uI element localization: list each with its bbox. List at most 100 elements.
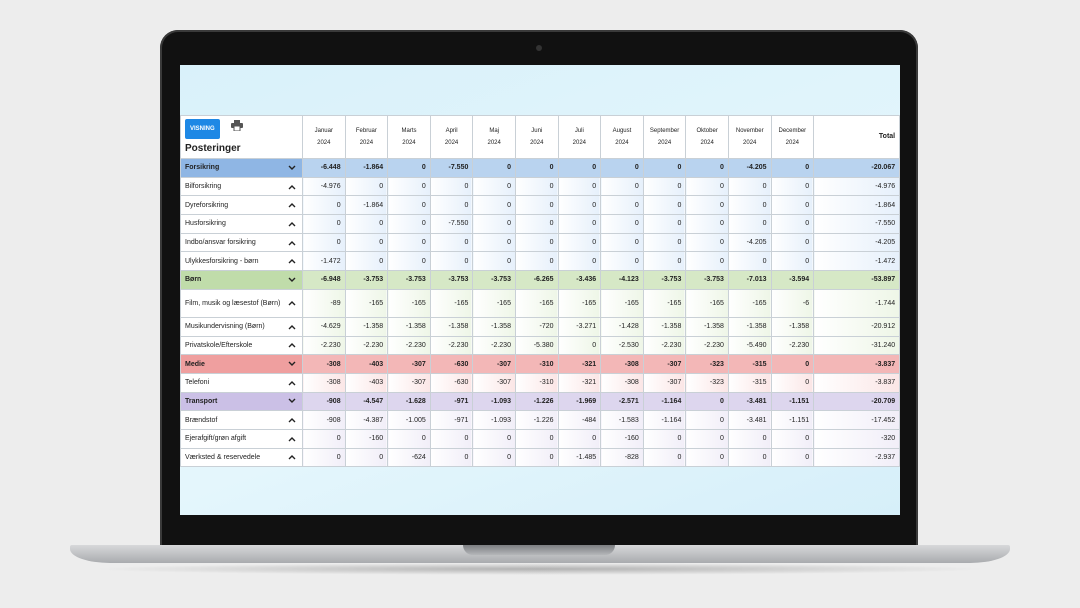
value-cell: 0 — [514, 251, 559, 272]
collapse-chevron[interactable] — [288, 300, 296, 306]
row-label-text: Musikundervisning (Børn) — [185, 323, 265, 331]
value-cell: 0 — [770, 447, 815, 468]
row-label-text: Ulykkesforsikring - børn — [185, 257, 259, 265]
value-cell: 0 — [429, 251, 474, 272]
value-cell: 0 — [770, 232, 815, 253]
value-cell: -165 — [685, 288, 729, 318]
chevron-stroke — [288, 221, 296, 227]
value-cell: -4.123 — [600, 270, 644, 290]
total-cell: -3.837 — [813, 354, 900, 374]
value-cell: 0 — [770, 428, 815, 449]
month-name: August — [612, 128, 632, 134]
value-cell: -7.550 — [429, 158, 474, 178]
base-notch — [463, 545, 615, 555]
value-cell: 0 — [472, 251, 516, 272]
value-cell: -4.976 — [302, 176, 346, 197]
value-cell: 0 — [557, 214, 602, 234]
expand-chevron[interactable] — [288, 165, 296, 171]
collapse-chevron[interactable] — [288, 324, 296, 330]
print-icon[interactable] — [231, 120, 243, 131]
value-cell: -307 — [472, 354, 516, 374]
camera — [536, 45, 542, 51]
value-cell: 0 — [514, 158, 559, 178]
value-cell: -1.226 — [514, 410, 559, 430]
value-cell: 0 — [685, 214, 729, 234]
value-cell: -2.230 — [685, 335, 729, 356]
value-cell: 0 — [642, 447, 687, 468]
total-cell: -17.452 — [813, 410, 900, 430]
month-name: Maj — [489, 128, 499, 134]
value-cell: -1.151 — [770, 391, 815, 412]
month-header: November 2024 — [727, 115, 772, 159]
total-cell: -1.744 — [813, 288, 900, 318]
value-cell: 0 — [472, 158, 516, 178]
value-cell: -3.753 — [387, 270, 431, 290]
month-year: 2024 — [615, 140, 629, 146]
value-cell: 0 — [302, 195, 346, 216]
item-row: Film, musik og læsestof (Børn) -89 -165 -16… — [180, 288, 900, 318]
month-name: April — [445, 128, 458, 134]
expand-chevron[interactable] — [288, 398, 296, 404]
value-cell: 0 — [727, 176, 772, 197]
view-button[interactable]: VISNING — [185, 119, 220, 139]
month-header: April 2024 — [429, 115, 474, 159]
collapse-chevron[interactable] — [288, 342, 296, 348]
value-cell: -1.485 — [557, 447, 602, 468]
month-header: August 2024 — [600, 115, 644, 159]
expand-chevron[interactable] — [288, 277, 296, 283]
collapse-chevron[interactable] — [288, 240, 296, 246]
value-cell: -1.472 — [302, 251, 346, 272]
value-cell: -310 — [514, 372, 559, 393]
chevron-stroke — [288, 380, 296, 386]
value-cell: -3.481 — [727, 410, 772, 430]
value-cell: -1.093 — [472, 391, 516, 412]
value-cell: -5.490 — [727, 335, 772, 356]
total-cell: -20.067 — [813, 158, 900, 178]
value-cell: -315 — [727, 372, 772, 393]
value-cell: -4.547 — [344, 391, 389, 412]
collapse-chevron[interactable] — [288, 380, 296, 386]
value-cell: -484 — [557, 410, 602, 430]
month-header: Maj 2024 — [472, 115, 516, 159]
value-cell: -165 — [727, 288, 772, 318]
value-cell: -971 — [429, 391, 474, 412]
value-cell: -624 — [387, 447, 431, 468]
row-label-text: Brændstof — [185, 416, 218, 424]
expand-chevron[interactable] — [288, 361, 296, 367]
value-cell: 0 — [472, 447, 516, 468]
value-cell: 0 — [429, 176, 474, 197]
value-cell: -165 — [557, 288, 602, 318]
collapse-chevron[interactable] — [288, 202, 296, 208]
value-cell: 0 — [727, 428, 772, 449]
collapse-chevron[interactable] — [288, 454, 296, 460]
collapse-chevron[interactable] — [288, 221, 296, 227]
value-cell: -1.428 — [600, 316, 644, 337]
value-cell: 0 — [344, 251, 389, 272]
total-cell: -3.837 — [813, 372, 900, 393]
value-cell: 0 — [514, 195, 559, 216]
month-year: 2024 — [359, 140, 374, 146]
value-cell: 0 — [302, 232, 346, 253]
row-label: Ejerafgift/grøn afgift — [180, 428, 303, 449]
value-cell: 0 — [727, 195, 772, 216]
value-cell: -403 — [344, 372, 389, 393]
row-label-text: Børn — [185, 276, 202, 284]
value-cell: -1.226 — [514, 391, 559, 412]
row-label-text: Ejerafgift/grøn afgift — [185, 435, 247, 443]
value-cell: 0 — [514, 176, 559, 197]
value-cell: 0 — [770, 251, 815, 272]
collapse-chevron[interactable] — [288, 258, 296, 264]
value-cell: 0 — [642, 251, 687, 272]
collapse-chevron[interactable] — [288, 436, 296, 442]
collapse-chevron[interactable] — [288, 184, 296, 190]
value-cell: 0 — [472, 195, 516, 216]
value-cell: -3.594 — [770, 270, 815, 290]
value-cell: -165 — [514, 288, 559, 318]
collapse-chevron[interactable] — [288, 417, 296, 423]
value-cell: 0 — [472, 232, 516, 253]
value-cell: -6 — [770, 288, 815, 318]
row-label: Dyreforsikring — [180, 195, 303, 216]
value-cell: -7.013 — [727, 270, 772, 290]
value-cell: 0 — [514, 232, 559, 253]
value-cell: -4.387 — [344, 410, 389, 430]
